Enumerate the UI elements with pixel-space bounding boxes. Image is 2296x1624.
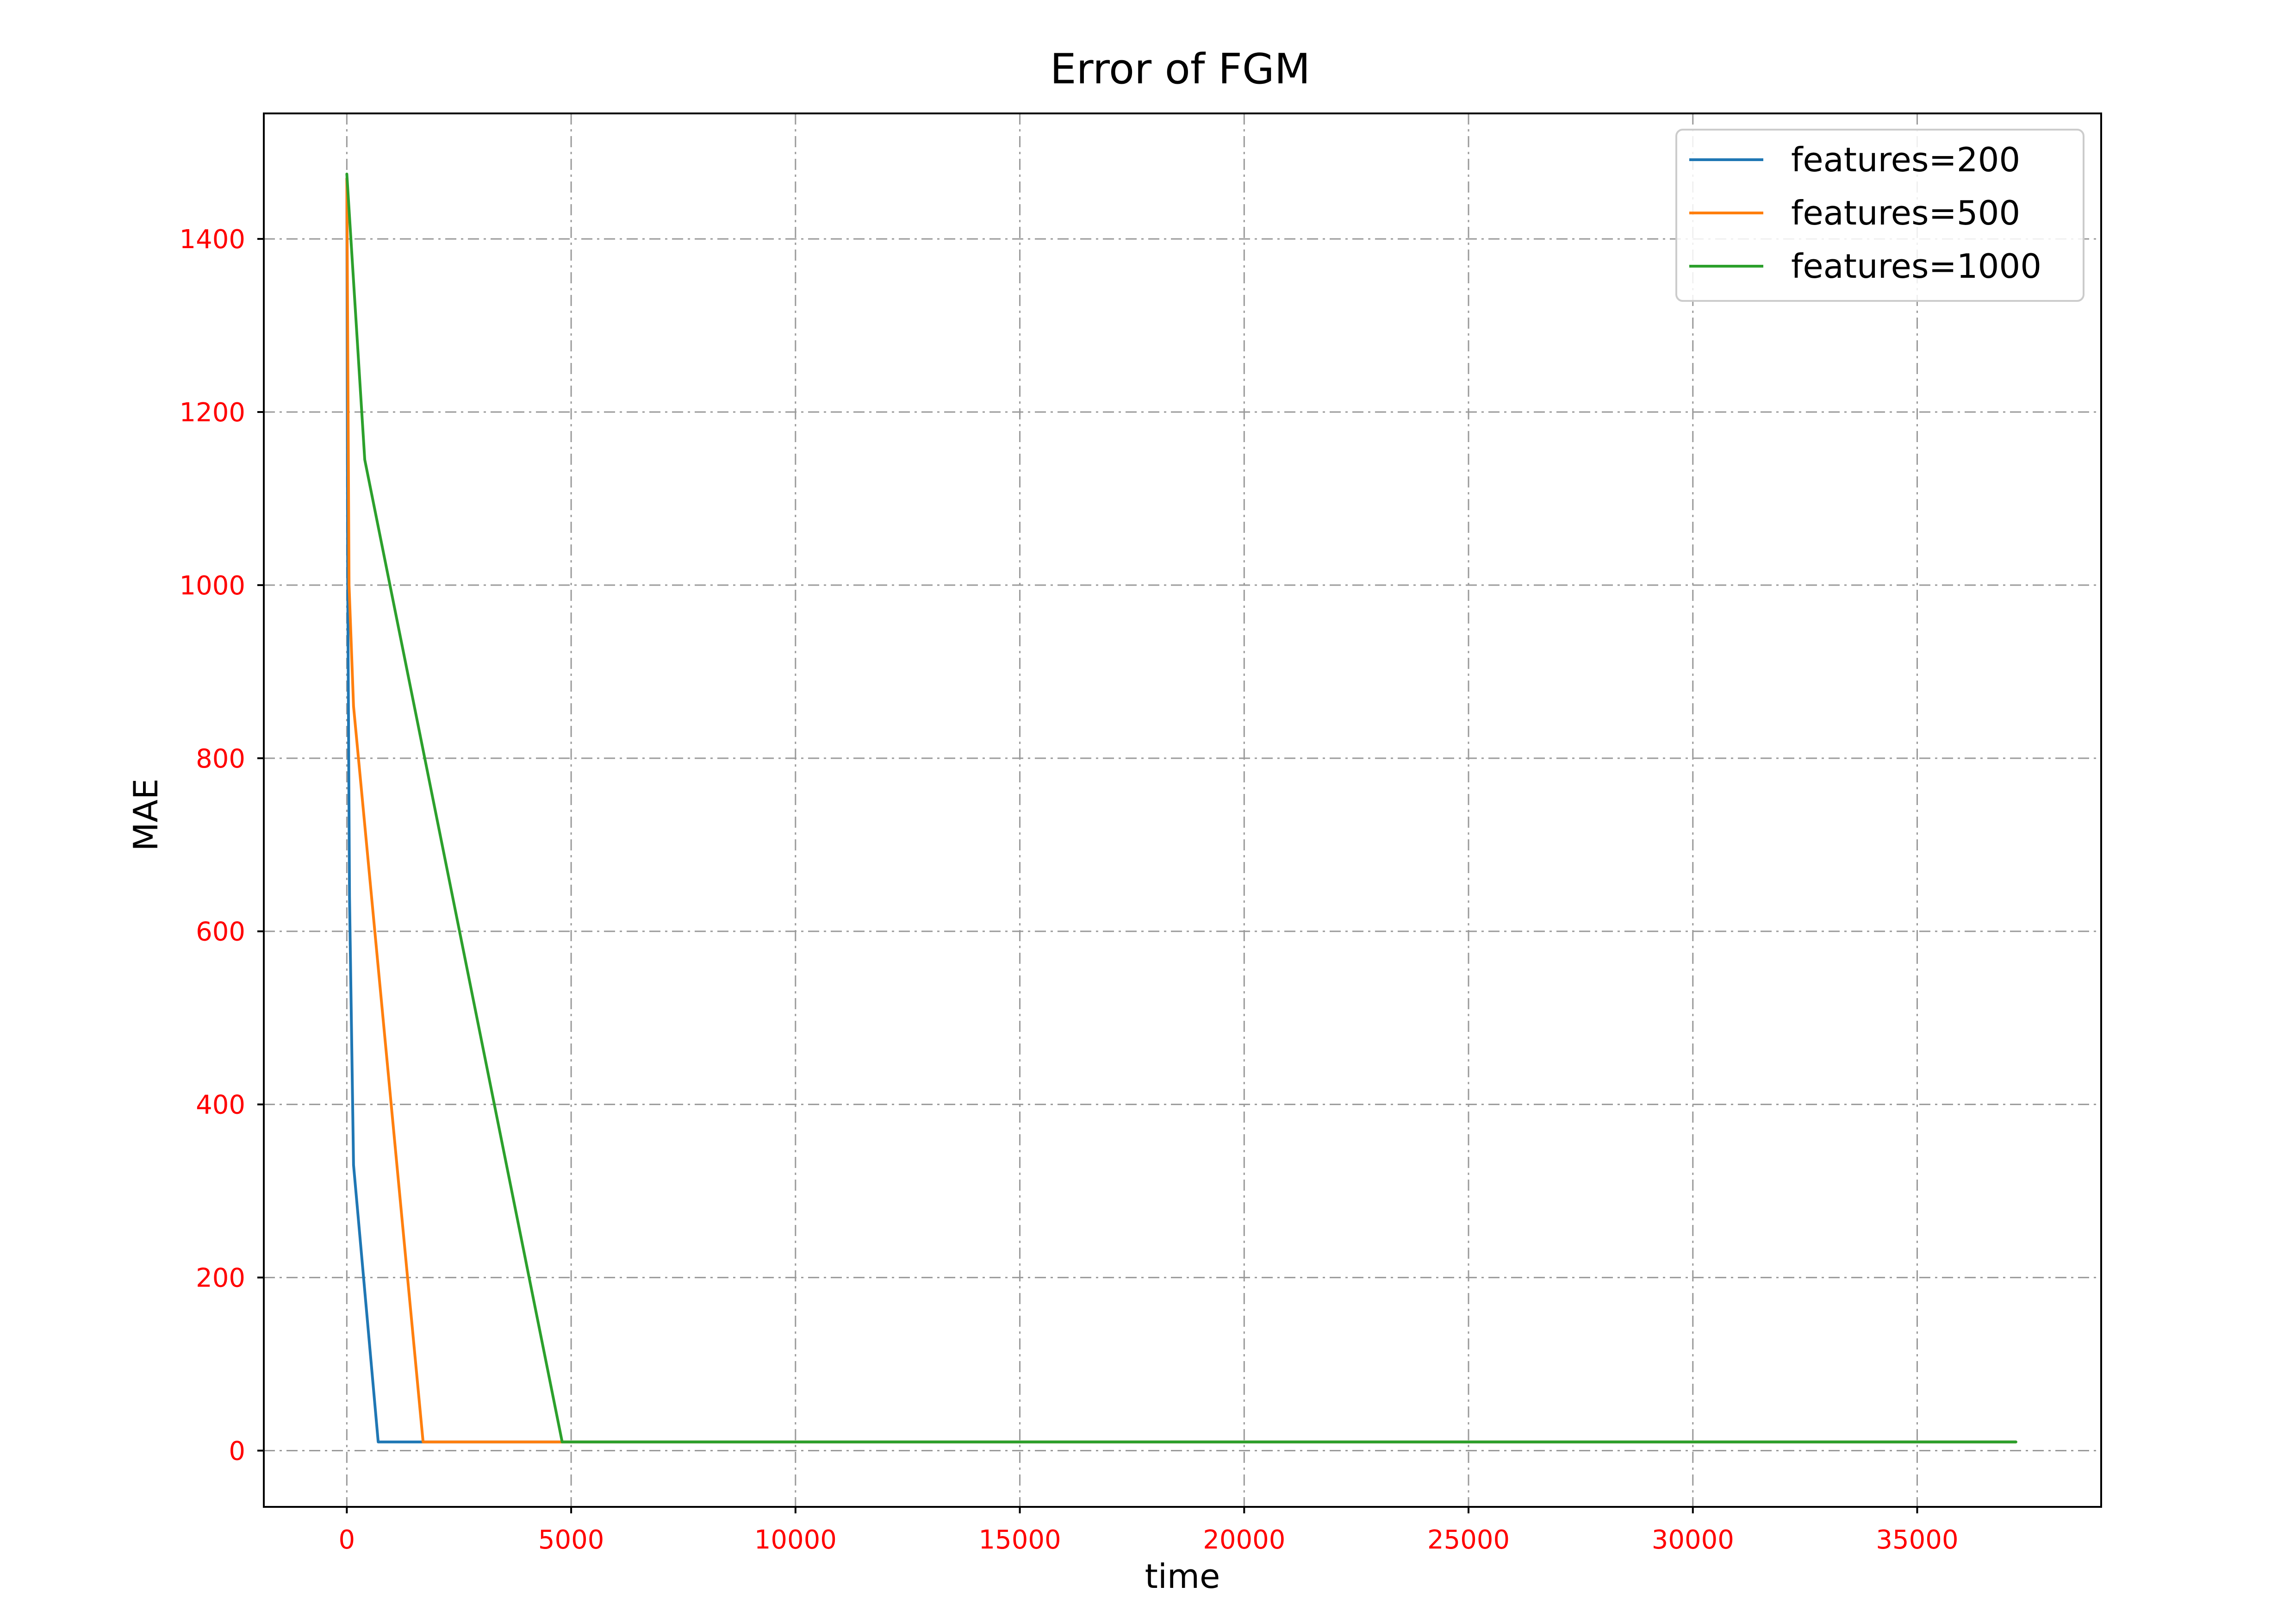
y-tick-label: 600 <box>196 917 245 947</box>
x-tick-label: 0 <box>339 1525 355 1555</box>
x-tick-label: 15000 <box>978 1525 1061 1555</box>
y-tick-label: 1400 <box>179 225 245 255</box>
x-tick-label: 10000 <box>754 1525 837 1555</box>
series-line-2 <box>345 177 2017 1443</box>
x-tick-label: 20000 <box>1203 1525 1285 1555</box>
grid-layer <box>264 113 2101 1507</box>
y-tick-label: 1200 <box>179 398 245 428</box>
x-tick-label: 35000 <box>1876 1525 1958 1555</box>
legend-label-1: features=200 <box>1791 140 2020 179</box>
legend: features=200 features=500 features=1000 <box>1675 129 2084 302</box>
y-tick-label: 200 <box>196 1263 245 1293</box>
y-tick-label: 0 <box>229 1436 245 1466</box>
y-tick-label: 400 <box>196 1090 245 1120</box>
legend-label-2: features=500 <box>1791 194 2020 232</box>
series-line-1 <box>345 177 2017 1443</box>
y-axis-label: MAE <box>126 779 165 851</box>
x-tick-label: 5000 <box>538 1525 604 1555</box>
series-line-3 <box>345 172 2017 1443</box>
tick-layer: 0 5000 10000 15000 20000 25000 30000 35000 0 200 4… <box>179 225 1958 1555</box>
x-tick-label: 25000 <box>1427 1525 1510 1555</box>
x-tick-label: 30000 <box>1652 1525 1734 1555</box>
y-tick-label: 800 <box>196 744 245 774</box>
y-tick-label: 1000 <box>179 571 245 601</box>
x-axis-label: time <box>1145 1557 1220 1596</box>
legend-box <box>1675 129 2084 302</box>
plot-frame <box>263 112 2102 1508</box>
series-layer <box>345 172 2017 1443</box>
legend-entries: features=200 features=500 features=1000 <box>1689 140 2041 286</box>
chart-title: Error of FGM <box>1050 45 1311 94</box>
legend-label-3: features=1000 <box>1791 247 2041 286</box>
